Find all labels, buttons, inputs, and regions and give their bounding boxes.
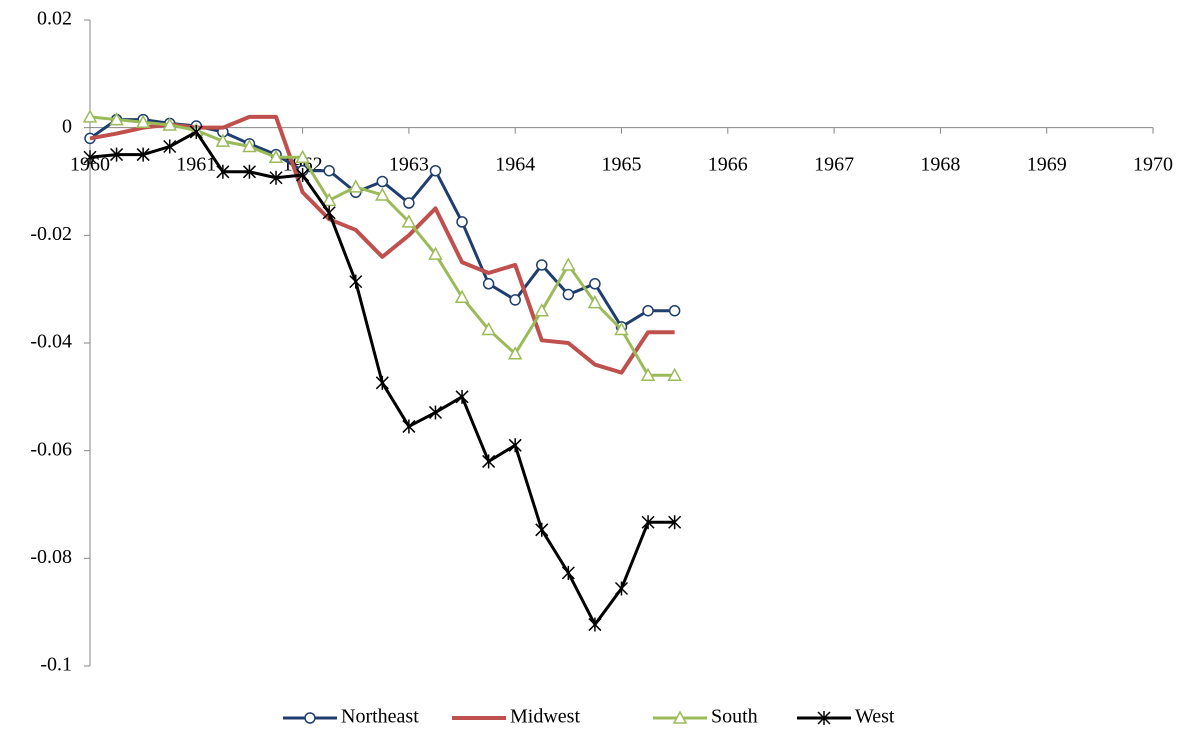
marker — [295, 149, 310, 164]
x-tick-label: 1968 — [920, 153, 960, 175]
legend-label: South — [711, 706, 758, 728]
marker — [323, 164, 335, 177]
marker — [136, 147, 150, 162]
marker — [614, 581, 629, 596]
marker — [215, 133, 231, 147]
legend-label: West — [855, 706, 895, 728]
x-tick-label: 1961 — [176, 153, 216, 175]
y-tick-label: -0.06 — [30, 438, 72, 460]
marker — [402, 419, 416, 434]
marker — [642, 304, 654, 317]
marker — [589, 278, 601, 290]
marker — [304, 712, 316, 724]
marker — [817, 711, 831, 725]
marker — [507, 346, 523, 360]
marker — [349, 274, 363, 289]
x-tick-label: 1963 — [389, 153, 429, 175]
marker — [640, 367, 656, 382]
marker — [348, 179, 364, 193]
series-line — [89, 118, 675, 329]
marker — [668, 304, 681, 317]
x-tick-label: 1964 — [495, 153, 535, 175]
marker — [482, 278, 495, 290]
marker — [110, 147, 124, 162]
marker — [482, 454, 496, 469]
marker — [82, 109, 98, 123]
marker — [375, 187, 390, 201]
marker — [481, 321, 496, 336]
marker — [456, 216, 468, 228]
marker — [428, 405, 443, 420]
marker — [614, 321, 629, 336]
marker — [588, 617, 602, 632]
marker — [587, 295, 603, 309]
marker — [672, 710, 688, 724]
marker — [376, 175, 389, 188]
marker — [536, 259, 548, 271]
marker — [561, 257, 576, 271]
marker — [242, 164, 256, 179]
legend-label: Northeast — [341, 706, 419, 728]
marker — [641, 515, 655, 530]
marker — [135, 114, 151, 129]
marker — [296, 168, 310, 183]
x-tick-label: 1966 — [708, 153, 748, 175]
marker — [428, 246, 443, 260]
x-tick-label: 1969 — [1027, 153, 1067, 175]
marker — [561, 565, 575, 580]
marker — [109, 112, 124, 126]
marker — [509, 294, 521, 306]
marker — [403, 197, 415, 209]
marker — [322, 205, 336, 220]
y-tick-label: -0.02 — [30, 223, 72, 245]
marker — [454, 289, 470, 303]
marker — [375, 375, 389, 390]
legend-label: Midwest — [510, 706, 580, 728]
y-tick-label: -0.1 — [40, 654, 72, 676]
marker — [535, 522, 549, 537]
x-tick-label: 1967 — [814, 153, 854, 175]
x-tick-label: 1970 — [1133, 153, 1173, 175]
marker — [216, 164, 230, 179]
marker — [562, 288, 575, 301]
marker — [667, 367, 682, 382]
marker — [534, 303, 550, 317]
x-tick-label: 1965 — [602, 153, 642, 175]
y-tick-label: 0.02 — [37, 8, 72, 30]
marker — [668, 515, 682, 530]
y-tick-label: -0.08 — [30, 546, 72, 568]
marker — [401, 214, 417, 228]
marker — [83, 150, 97, 165]
y-tick-label: -0.04 — [30, 331, 72, 353]
marker — [242, 138, 257, 153]
marker — [268, 149, 284, 164]
marker — [189, 124, 203, 139]
y-tick-label: 0 — [62, 115, 72, 137]
marker — [429, 164, 442, 177]
series-line — [89, 114, 675, 375]
marker — [269, 170, 283, 185]
marker — [321, 192, 337, 207]
marker — [508, 438, 522, 453]
marker — [455, 389, 469, 404]
marker — [162, 117, 177, 131]
marker — [163, 139, 177, 154]
